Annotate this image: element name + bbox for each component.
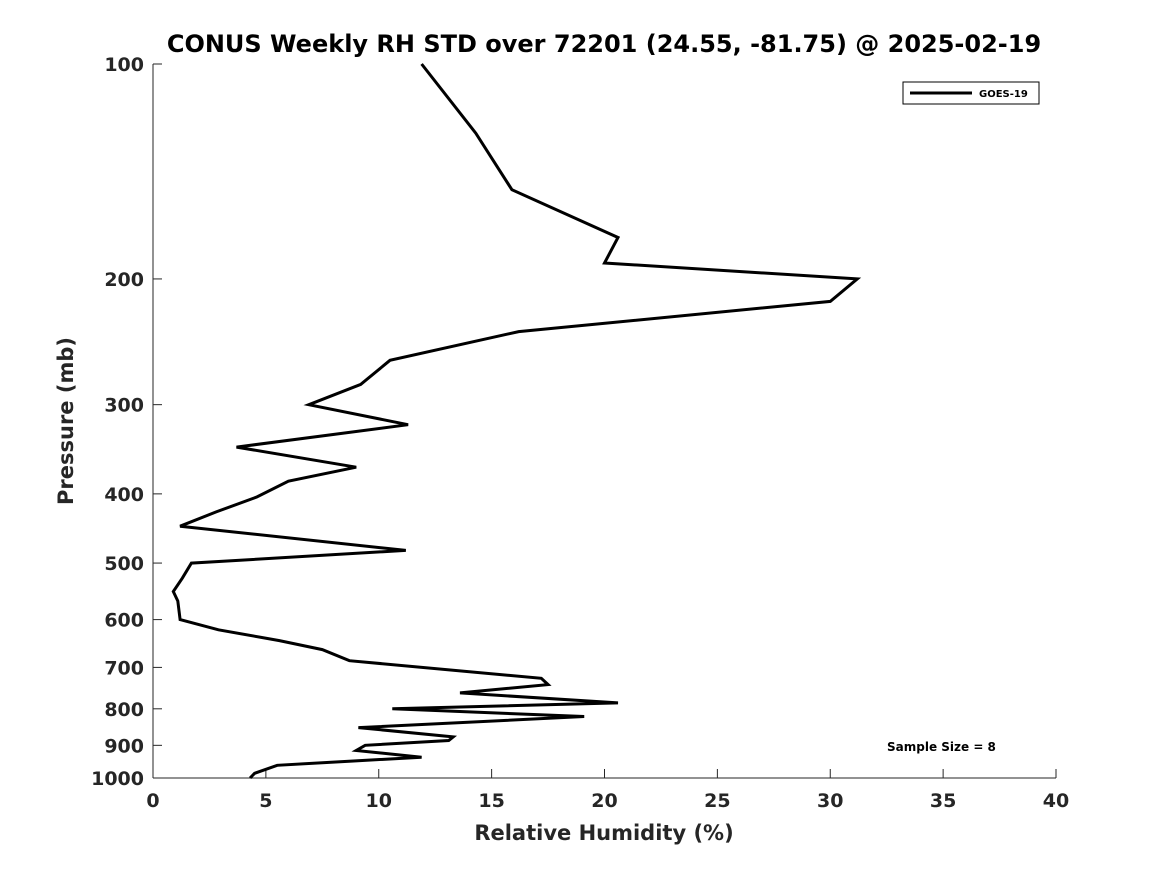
y-tick-label: 1000	[91, 768, 144, 790]
sample-size-annotation: Sample Size = 8	[887, 740, 996, 754]
y-tick-label: 200	[104, 269, 144, 291]
x-axis-label: Relative Humidity (%)	[474, 821, 733, 845]
y-tick-label: 100	[104, 54, 144, 76]
y-tick-label: 800	[104, 699, 144, 721]
series-line-goes-19	[171, 63, 862, 780]
x-tick-label: 0	[146, 790, 159, 812]
x-tick-label: 20	[591, 790, 617, 812]
y-tick-label: 400	[104, 484, 144, 506]
x-tick-label: 10	[366, 790, 392, 812]
y-ticks: 100 200 300 400 500 600 700 800 900 1000	[91, 54, 162, 790]
x-tick-label: 35	[930, 790, 956, 812]
x-tick-label: 30	[817, 790, 843, 812]
y-tick-label: 700	[104, 657, 144, 679]
legend-entry-label: GOES-19	[979, 89, 1028, 100]
x-tick-label: 15	[478, 790, 504, 812]
y-tick-label: 900	[104, 735, 144, 757]
legend: GOES-19	[902, 81, 1040, 105]
y-axis-label: Pressure (mb)	[54, 337, 78, 505]
x-tick-label: 5	[259, 790, 272, 812]
series-layer	[171, 63, 862, 780]
chart-title: CONUS Weekly RH STD over 72201 (24.55, -…	[167, 30, 1041, 58]
axes	[152, 64, 1056, 779]
y-tick-label: 500	[104, 553, 144, 575]
y-tick-label: 300	[104, 395, 144, 417]
y-tick-label: 600	[104, 610, 144, 632]
x-tick-label: 40	[1043, 790, 1069, 812]
x-ticks: 0 5 10 15 20 25 30 35 40	[146, 769, 1069, 812]
x-tick-label: 25	[704, 790, 730, 812]
